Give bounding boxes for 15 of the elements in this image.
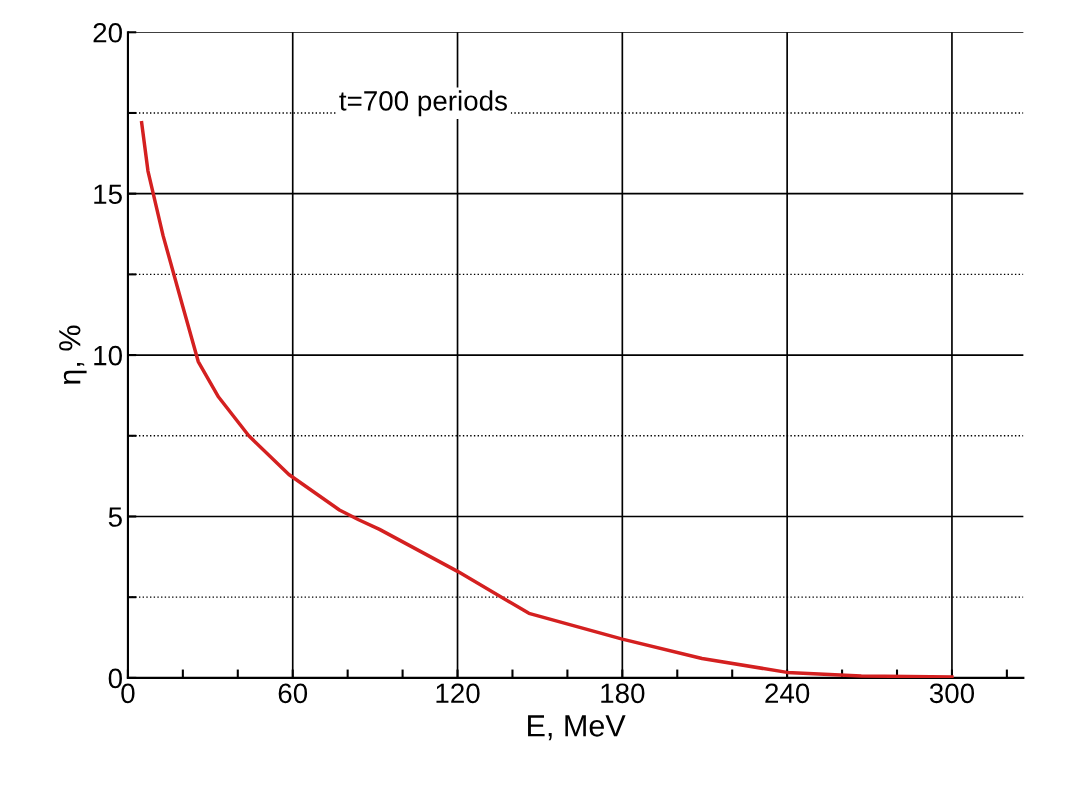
x-tick-label: 240 [765,683,810,704]
y-tick-label: 15 [94,184,122,205]
x-tick-label: 0 [121,683,135,704]
x-tick-label: 60 [278,683,308,704]
y-tick-label: 10 [94,345,122,366]
annotation: t=700 periods [339,90,507,117]
y-tick-label: 20 [93,22,122,43]
x-tick-label: 300 [929,683,975,704]
x-axis-title: E, MeV [528,715,626,741]
y-tick-label: 0 [108,668,122,689]
line-series [139,120,954,678]
y-axis-title: η, % [59,325,87,385]
y-tick-label: 5 [108,507,122,527]
x-tick-label: 180 [601,683,645,704]
x-tick-label: 120 [436,683,480,704]
